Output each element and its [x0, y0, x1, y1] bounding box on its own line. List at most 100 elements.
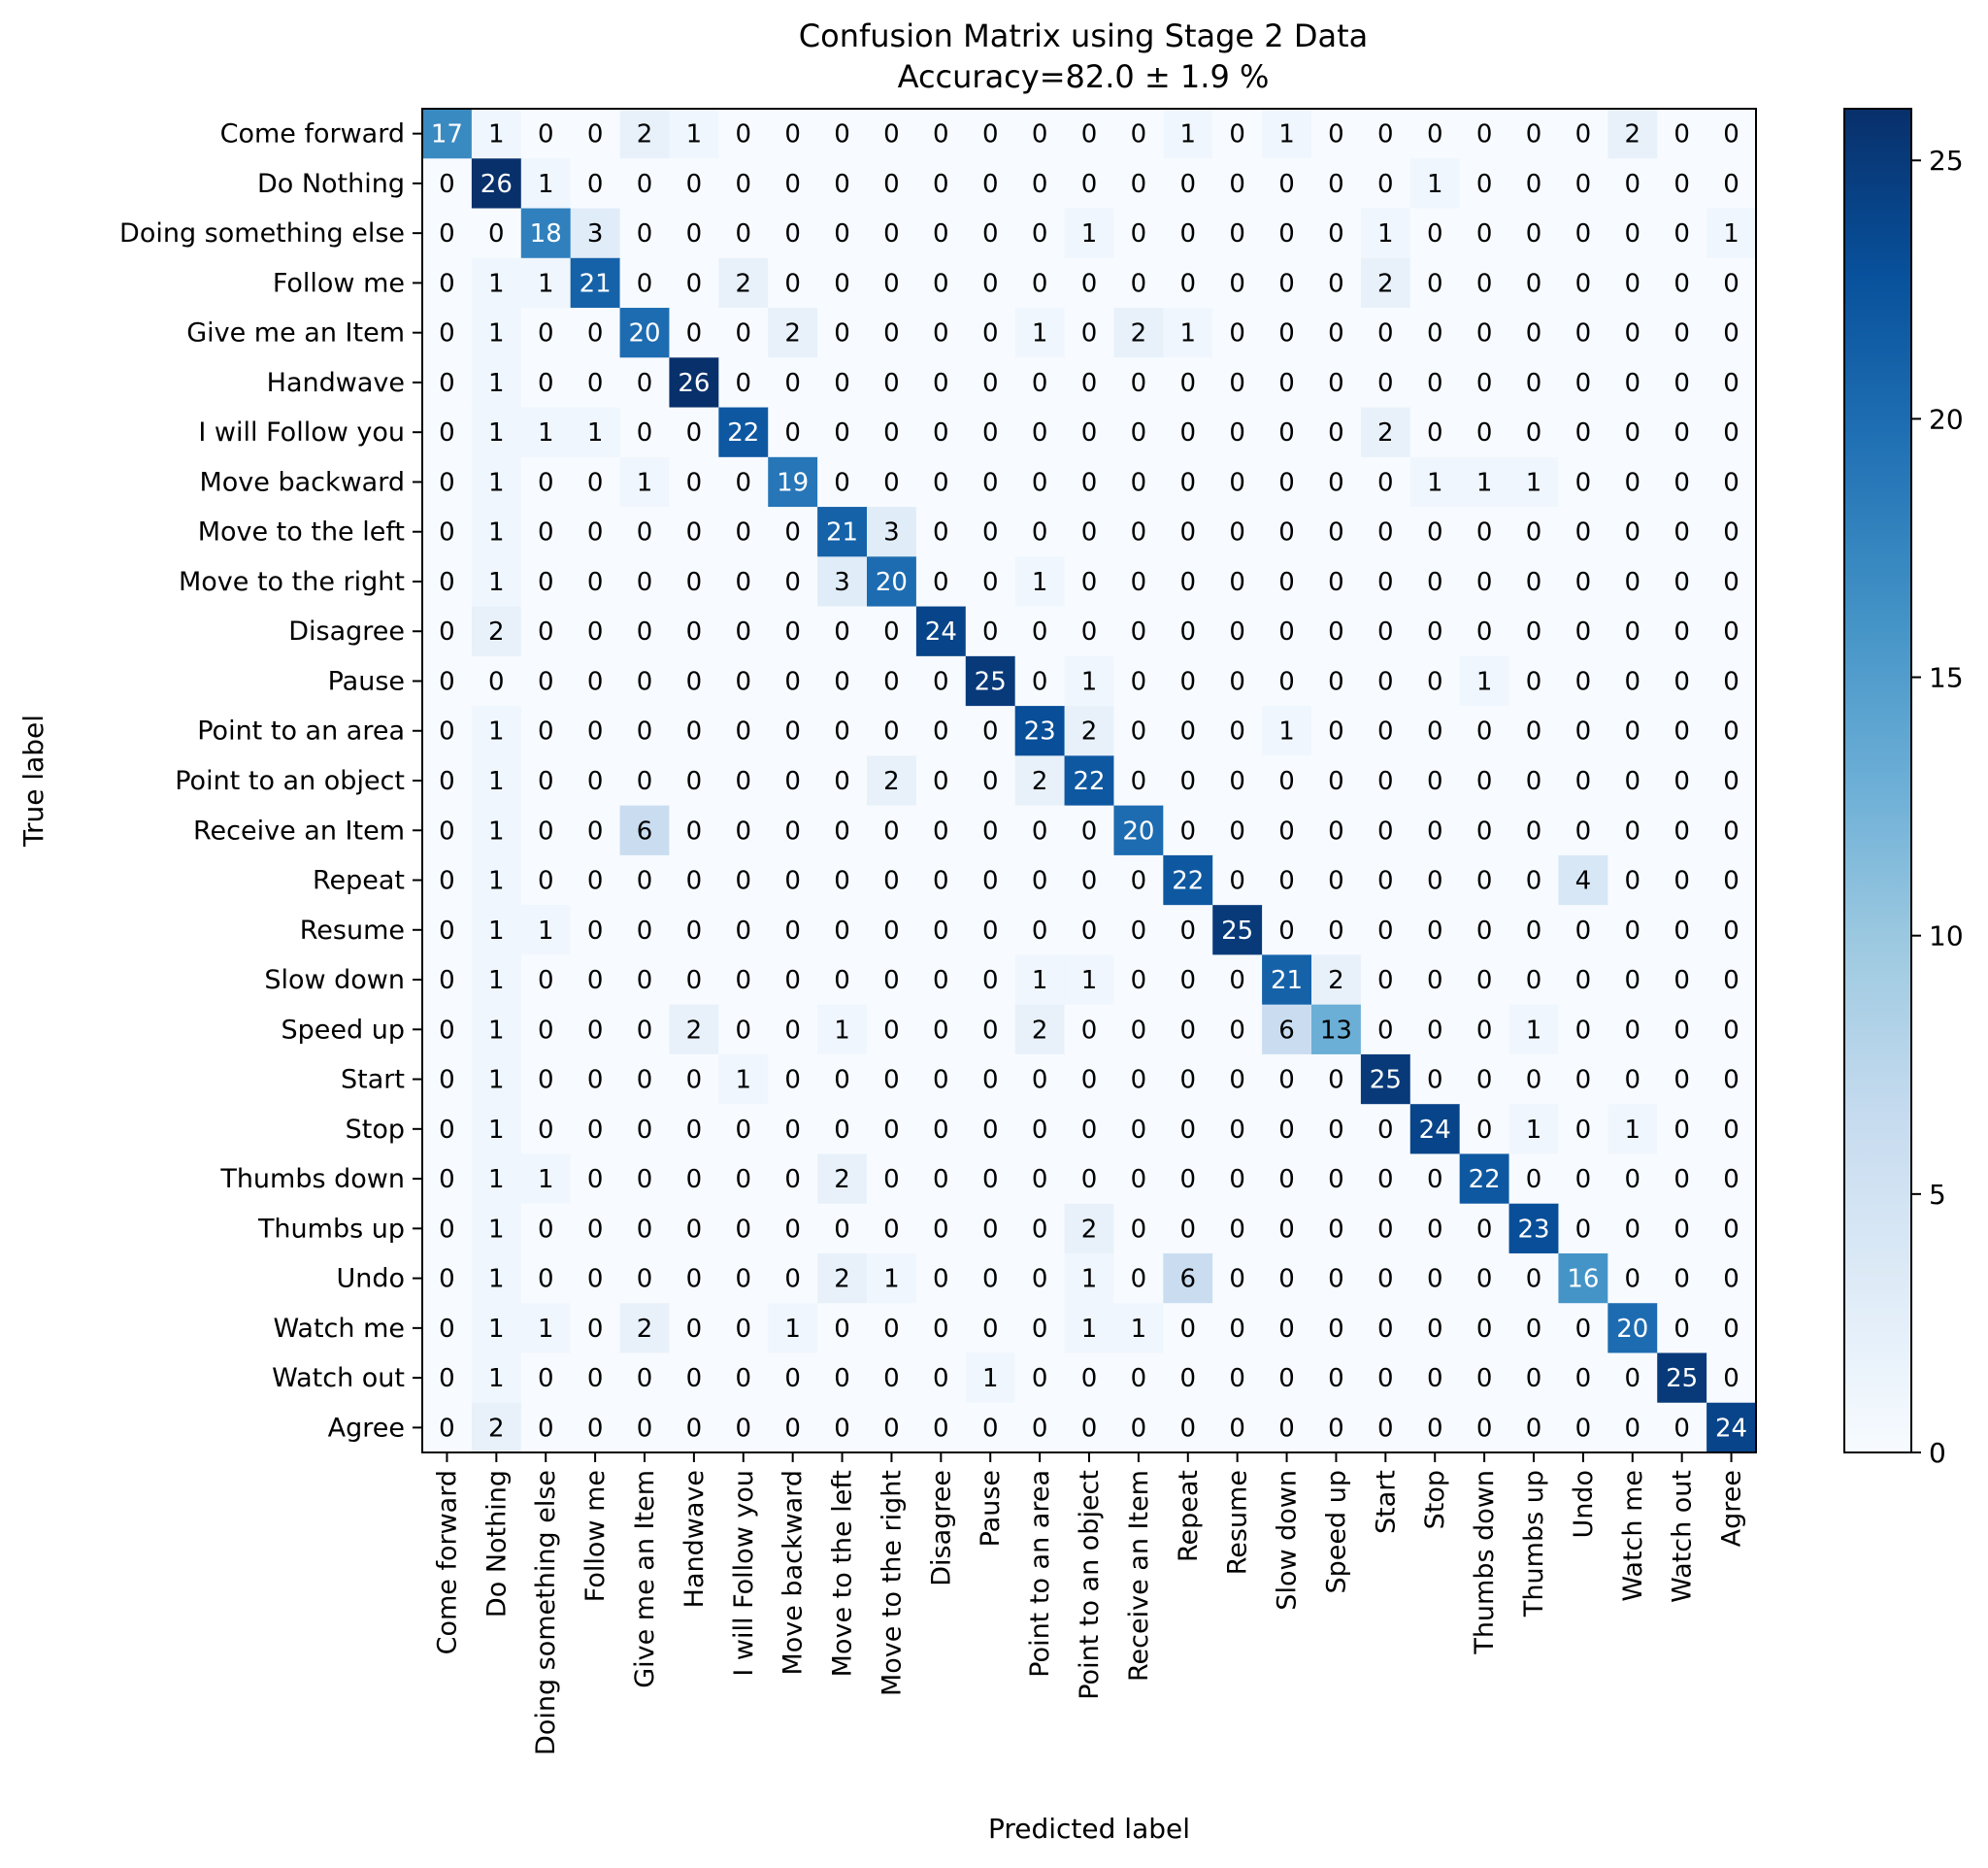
- cell-r11-c3: [570, 655, 621, 707]
- cell-r26-c14: [1113, 1402, 1164, 1453]
- cell-r11-c26: [1706, 655, 1757, 707]
- cell-value-r13-c18: 0: [1328, 767, 1344, 796]
- cell-value-r21-c15: 0: [1180, 1165, 1197, 1194]
- cell-r18-c22: [1508, 1004, 1560, 1055]
- x-tick-label: Move to the right: [877, 1470, 907, 1696]
- cell-r17-c20: [1409, 954, 1461, 1006]
- cell-r16-c26: [1706, 905, 1757, 956]
- cell-value-r21-c9: 0: [883, 1165, 900, 1194]
- cell-r14-c1: [471, 805, 522, 856]
- cell-value-r23-c14: 0: [1131, 1265, 1147, 1294]
- cell-value-r12-c3: 0: [587, 717, 604, 747]
- cell-r26-c20: [1409, 1402, 1461, 1453]
- cell-r20-c17: [1262, 1104, 1312, 1155]
- cell-value-r0-c6: 0: [736, 120, 752, 150]
- cell-value-r3-c24: 0: [1625, 269, 1641, 298]
- cell-r14-c5: [669, 805, 719, 856]
- cell-value-r14-c16: 0: [1229, 817, 1245, 846]
- cell-value-r8-c1: 1: [488, 518, 505, 548]
- cell-value-r21-c19: 0: [1377, 1165, 1394, 1194]
- cell-value-r6-c19: 2: [1377, 418, 1394, 448]
- cell-r22-c12: [1014, 1203, 1066, 1254]
- cell-value-r26-c5: 0: [686, 1414, 703, 1443]
- cell-r9-c26: [1706, 556, 1757, 608]
- cell-value-r7-c13: 0: [1081, 468, 1098, 497]
- cell-r10-c8: [817, 606, 868, 657]
- cell-r25-c8: [817, 1352, 868, 1404]
- cell-value-r2-c4: 0: [637, 219, 653, 249]
- cell-r9-c6: [718, 556, 769, 608]
- cell-r3-c11: [965, 257, 1016, 309]
- cell-value-r19-c9: 0: [883, 1066, 900, 1095]
- cell-value-r12-c5: 0: [686, 717, 703, 747]
- cell-value-r11-c19: 0: [1377, 667, 1394, 696]
- cell-value-r23-c10: 0: [933, 1265, 949, 1294]
- cell-r19-c7: [768, 1053, 818, 1105]
- cell-r23-c17: [1262, 1252, 1312, 1304]
- cell-value-r23-c0: 0: [439, 1265, 455, 1294]
- cell-value-r9-c0: 0: [439, 568, 455, 597]
- cell-value-r0-c25: 0: [1673, 120, 1690, 150]
- cell-r1-c22: [1508, 158, 1560, 210]
- cell-r25-c18: [1311, 1352, 1362, 1404]
- cell-value-r9-c26: 0: [1723, 568, 1740, 597]
- cell-r12-c5: [669, 706, 719, 756]
- cell-r10-c18: [1311, 606, 1362, 657]
- cell-value-r9-c9: 20: [876, 568, 908, 597]
- cell-r18-c20: [1409, 1004, 1461, 1055]
- cell-r8-c12: [1014, 507, 1066, 557]
- cell-value-r22-c6: 0: [736, 1215, 752, 1244]
- cell-value-r19-c6: 1: [736, 1066, 752, 1095]
- cell-r15-c1: [471, 854, 522, 906]
- cell-r6-c10: [915, 407, 967, 458]
- cell-r15-c15: [1163, 854, 1213, 906]
- cell-r23-c3: [570, 1252, 621, 1304]
- cell-r17-c1: [471, 954, 522, 1006]
- cell-value-r5-c20: 0: [1427, 369, 1443, 398]
- cell-value-r21-c17: 0: [1278, 1165, 1295, 1194]
- cell-r24-c0: [422, 1303, 473, 1354]
- cell-value-r26-c23: 0: [1575, 1414, 1592, 1443]
- cell-value-r8-c10: 0: [933, 518, 949, 548]
- cell-value-r1-c3: 0: [587, 170, 604, 199]
- cell-value-r22-c8: 0: [834, 1215, 850, 1244]
- cell-value-r9-c17: 0: [1278, 568, 1295, 597]
- cell-r4-c0: [422, 308, 473, 358]
- cell-value-r18-c26: 0: [1723, 1016, 1740, 1045]
- cell-value-r19-c1: 1: [488, 1066, 505, 1095]
- cell-value-r26-c14: 0: [1131, 1414, 1147, 1443]
- cell-r1-c11: [965, 158, 1016, 210]
- cell-r18-c7: [768, 1004, 818, 1055]
- cell-value-r25-c1: 1: [488, 1364, 505, 1393]
- cell-value-r13-c15: 0: [1180, 767, 1197, 796]
- cell-r24-c5: [669, 1303, 719, 1354]
- cell-value-r12-c13: 2: [1081, 717, 1098, 747]
- cell-value-r3-c14: 0: [1131, 269, 1147, 298]
- cell-r2-c9: [867, 208, 917, 259]
- x-tick-label: Thumbs down: [1470, 1470, 1500, 1655]
- x-tick-label: Handwave: [679, 1470, 710, 1608]
- cell-value-r5-c10: 0: [933, 369, 949, 398]
- y-tick-label: I will Follow you: [198, 417, 405, 448]
- cell-r20-c2: [520, 1104, 572, 1155]
- cell-r14-c3: [570, 805, 621, 856]
- cell-value-r21-c6: 0: [736, 1165, 752, 1194]
- cell-value-r23-c1: 1: [488, 1265, 505, 1294]
- cell-value-r22-c12: 0: [1032, 1215, 1048, 1244]
- cell-value-r25-c0: 0: [439, 1364, 455, 1393]
- cell-r0-c12: [1014, 109, 1066, 159]
- cell-r15-c14: [1113, 854, 1164, 906]
- cell-value-r26-c15: 0: [1180, 1414, 1197, 1443]
- cell-r15-c0: [422, 854, 473, 906]
- cell-value-r7-c16: 0: [1229, 468, 1245, 497]
- cell-value-r26-c12: 0: [1032, 1414, 1048, 1443]
- cell-r14-c18: [1311, 805, 1362, 856]
- cell-value-r20-c25: 0: [1673, 1116, 1690, 1145]
- cell-value-r8-c11: 0: [982, 518, 999, 548]
- cell-value-r12-c25: 0: [1673, 717, 1690, 747]
- cell-r12-c3: [570, 706, 621, 756]
- cell-r0-c1: [471, 109, 522, 159]
- cell-value-r7-c26: 0: [1723, 468, 1740, 497]
- cell-r14-c22: [1508, 805, 1560, 856]
- cell-r25-c25: [1657, 1352, 1707, 1404]
